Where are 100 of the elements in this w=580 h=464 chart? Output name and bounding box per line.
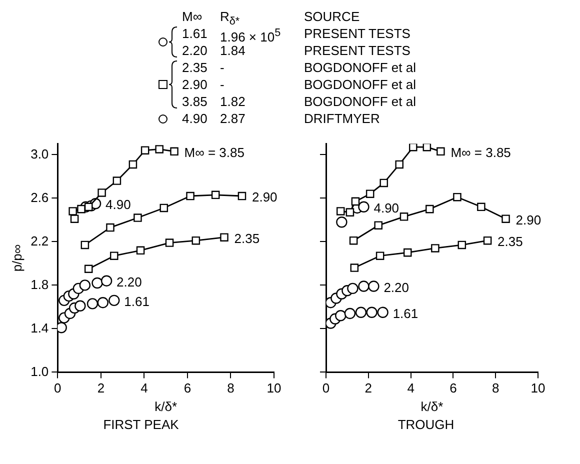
text: M∞ bbox=[182, 8, 202, 25]
point bbox=[351, 197, 360, 206]
point bbox=[86, 298, 98, 310]
text: 1.82 bbox=[220, 93, 246, 110]
text: BOGDONOFF et al bbox=[304, 93, 416, 110]
point bbox=[128, 160, 138, 169]
y-axis-title: p/p∞ bbox=[9, 244, 24, 272]
point bbox=[477, 202, 486, 212]
text: BOGDONOFF et al bbox=[304, 76, 416, 93]
point bbox=[453, 192, 462, 202]
legend-label: 1.61 bbox=[182, 25, 208, 42]
y-tick-label: 1.8 bbox=[30, 276, 49, 292]
point bbox=[395, 160, 404, 169]
x-tick-label: 10 bbox=[266, 380, 282, 396]
point bbox=[108, 294, 120, 306]
point bbox=[366, 306, 378, 318]
point bbox=[97, 296, 108, 308]
point bbox=[155, 145, 164, 154]
x-tick-label: 6 bbox=[184, 380, 192, 396]
point bbox=[136, 246, 145, 255]
point bbox=[140, 146, 150, 154]
text: 1.84 bbox=[220, 42, 246, 59]
point bbox=[336, 207, 345, 216]
point bbox=[347, 282, 358, 294]
text: DRIFTMYER bbox=[304, 110, 380, 127]
point bbox=[336, 216, 348, 228]
text: PRESENT TESTS bbox=[304, 25, 410, 42]
text: PRESENT TESTS bbox=[304, 42, 410, 59]
x-tick-label: 0 bbox=[322, 380, 330, 396]
text: FIRST PEAK bbox=[103, 416, 180, 432]
y-tick-label: 2.6 bbox=[30, 190, 49, 205]
point bbox=[84, 202, 93, 212]
point bbox=[192, 236, 200, 245]
point bbox=[70, 214, 79, 223]
point bbox=[358, 201, 370, 212]
point bbox=[74, 300, 86, 312]
x-tick-label: 4 bbox=[140, 380, 148, 396]
series-label: M∞ = 3.85 bbox=[450, 144, 511, 160]
x-axis-title: k/δ* bbox=[154, 399, 178, 414]
text: - bbox=[220, 76, 224, 93]
point bbox=[403, 248, 412, 257]
annotation: 2.90 bbox=[252, 190, 278, 205]
annotation: 2.20 bbox=[116, 274, 142, 290]
point bbox=[335, 310, 346, 322]
text: BOGDONOFF et al bbox=[304, 59, 416, 76]
point bbox=[376, 252, 384, 260]
text: 3.85 bbox=[182, 93, 208, 110]
point bbox=[68, 207, 77, 216]
annotation: 4.90 bbox=[106, 197, 131, 212]
series-label: 1.61 bbox=[392, 306, 418, 321]
y-tick-label: 1.4 bbox=[30, 320, 49, 336]
text: - bbox=[220, 59, 224, 76]
point bbox=[238, 192, 246, 200]
x-tick-label: 8 bbox=[492, 380, 500, 396]
legend-label: 2.90 bbox=[182, 76, 208, 93]
point bbox=[80, 240, 90, 250]
point bbox=[106, 223, 114, 232]
point bbox=[98, 188, 106, 197]
text: 2.87 bbox=[220, 110, 246, 127]
text: SOURCE bbox=[304, 8, 360, 25]
point bbox=[170, 147, 178, 156]
point bbox=[355, 306, 367, 318]
point bbox=[426, 204, 434, 214]
x-tick-label: 0 bbox=[54, 380, 62, 396]
series-label: 2.90 bbox=[516, 212, 542, 228]
point bbox=[377, 306, 388, 318]
annotation: 1.61 bbox=[124, 294, 150, 309]
y-tick-label: 2.2 bbox=[30, 233, 49, 248]
x-tick-label: 4 bbox=[407, 380, 414, 396]
series-label: 2.20 bbox=[384, 280, 410, 295]
point bbox=[77, 204, 86, 214]
point bbox=[458, 240, 466, 250]
point bbox=[408, 144, 418, 152]
y-tick-label: 3.0 bbox=[30, 146, 49, 162]
point bbox=[346, 208, 354, 216]
x-tick-label: 2 bbox=[364, 380, 372, 396]
text: 2.35 bbox=[182, 59, 208, 76]
point bbox=[374, 221, 382, 230]
text: TROUGH bbox=[398, 416, 454, 432]
point bbox=[92, 277, 103, 289]
point bbox=[366, 190, 374, 198]
point bbox=[186, 192, 194, 200]
series-label: M∞ = 3.85 bbox=[184, 144, 244, 160]
series-label: 2.35 bbox=[498, 234, 523, 250]
point bbox=[134, 214, 142, 222]
text: R$_{δ*}$ bbox=[220, 8, 240, 30]
point bbox=[349, 236, 358, 245]
x-tick-label: 6 bbox=[450, 380, 457, 396]
x-tick-label: 8 bbox=[227, 380, 234, 396]
point bbox=[502, 214, 510, 223]
point bbox=[380, 178, 388, 188]
point bbox=[422, 144, 432, 152]
legend-label: 2.20 bbox=[182, 42, 208, 59]
point bbox=[431, 244, 440, 252]
point bbox=[160, 204, 168, 212]
point bbox=[165, 238, 174, 247]
point bbox=[112, 176, 122, 185]
x-tick-label: 2 bbox=[97, 380, 105, 396]
point bbox=[400, 212, 408, 221]
point bbox=[350, 264, 359, 272]
